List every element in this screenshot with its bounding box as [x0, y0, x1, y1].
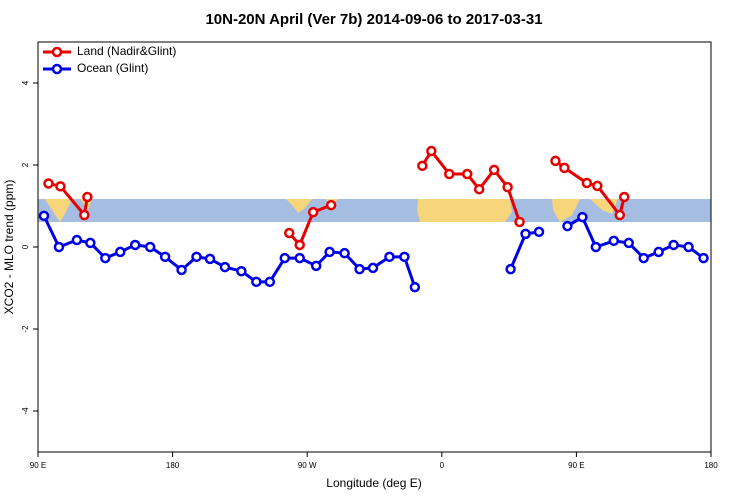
data-point	[592, 180, 603, 192]
x-tick-label: 90 W	[298, 461, 317, 470]
x-tick-label: 0	[440, 461, 445, 470]
data-point	[668, 239, 679, 251]
data-point	[339, 247, 350, 259]
y-tick-label: 0	[21, 244, 30, 249]
data-point	[82, 191, 93, 203]
data-point	[533, 226, 545, 238]
data-point	[85, 237, 96, 249]
data-point	[324, 246, 335, 258]
data-point	[623, 237, 634, 249]
data-point	[562, 220, 573, 232]
x-tick-label: 180	[166, 461, 180, 470]
y-axis-label: XCO2 - MLO trend (ppm)	[2, 180, 16, 315]
x-tick-label: 180	[704, 461, 718, 470]
y-tick-label: -4	[21, 407, 30, 415]
data-point	[284, 227, 295, 239]
data-point	[590, 241, 602, 253]
data-point	[38, 210, 50, 222]
data-point	[698, 252, 709, 264]
data-point	[354, 263, 365, 275]
series-line	[42, 214, 705, 288]
data-point	[520, 228, 531, 240]
data-point	[129, 239, 141, 251]
data-point	[444, 168, 455, 180]
legend-label: Land (Nadir&Glint)	[77, 44, 176, 58]
data-point	[204, 253, 216, 265]
x-tick-label: 90 E	[568, 461, 584, 470]
data-point	[191, 251, 202, 263]
x-axis-label: Longitude (deg E)	[326, 476, 421, 490]
legend-marker	[51, 46, 63, 58]
data-point	[43, 178, 54, 189]
data-point	[264, 276, 276, 288]
data-point	[294, 239, 305, 251]
data-point	[159, 251, 171, 263]
data-point	[307, 206, 319, 218]
chart-title: 10N-20N April (Ver 7b) 2014-09-06 to 201…	[205, 11, 542, 28]
data-point	[488, 164, 500, 176]
data-point	[638, 252, 649, 264]
y-tick-label: -2	[21, 325, 30, 333]
series-line	[48, 148, 626, 248]
x-tick-label: 90 E	[30, 461, 46, 470]
data-point	[100, 252, 111, 264]
data-point	[251, 276, 262, 288]
data-point	[55, 181, 66, 192]
data-point	[71, 234, 83, 246]
data-point	[53, 241, 65, 253]
data-point	[399, 251, 410, 263]
data-point	[219, 261, 231, 273]
data-point	[502, 181, 513, 193]
data-point	[619, 191, 630, 203]
data-point	[505, 263, 516, 275]
legend-label: Ocean (Glint)	[77, 61, 148, 75]
legend-marker	[51, 63, 63, 75]
y-tick-label: 4	[21, 80, 30, 85]
data-point	[514, 216, 525, 228]
data-point	[79, 209, 90, 221]
data-point	[176, 264, 187, 276]
data-point	[294, 252, 305, 264]
data-point	[384, 251, 395, 263]
data-point	[653, 246, 664, 258]
data-point	[310, 260, 322, 272]
data-point	[144, 241, 156, 253]
data-point	[608, 235, 620, 247]
data-point	[581, 177, 593, 189]
data-point	[426, 145, 437, 157]
data-point	[683, 241, 694, 253]
data-point	[550, 155, 561, 167]
data-point	[473, 183, 485, 195]
data-point	[409, 281, 421, 293]
data-point	[115, 246, 126, 258]
data-point	[279, 252, 291, 264]
data-point	[325, 199, 337, 211]
y-tick-label: 2	[21, 162, 30, 167]
data-point	[236, 265, 247, 277]
data-point	[417, 160, 428, 172]
data-point	[614, 209, 626, 221]
data-point	[559, 162, 570, 174]
data-point	[367, 262, 379, 274]
data-point	[461, 168, 473, 180]
data-point	[577, 211, 588, 223]
